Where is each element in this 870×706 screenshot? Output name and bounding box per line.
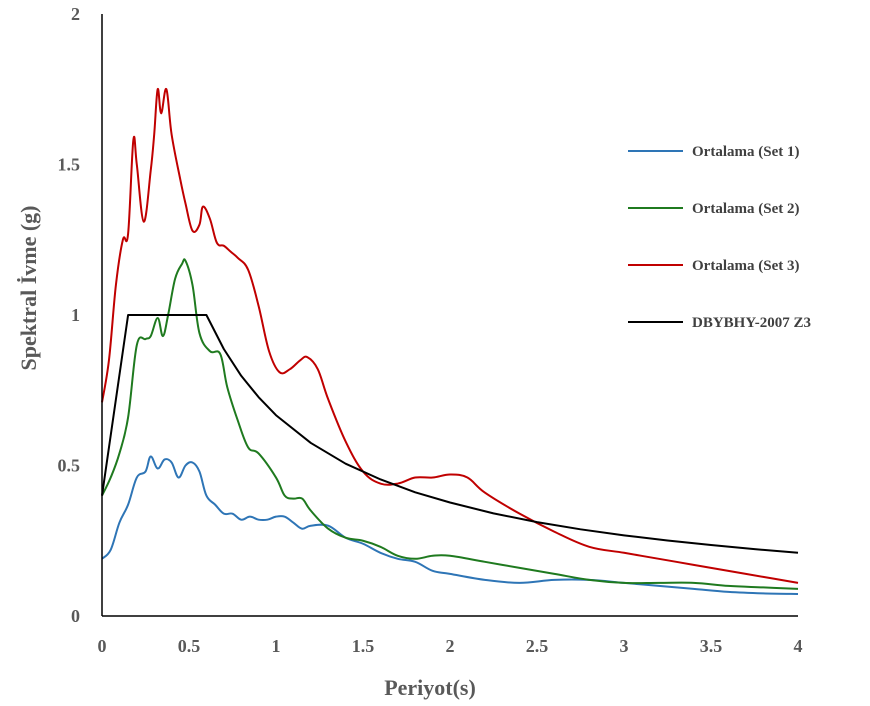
axes — [101, 14, 798, 617]
x-tick-label: 4 — [794, 636, 803, 656]
x-tick-label: 1.5 — [352, 636, 375, 656]
legend-label: DBYBHY-2007 Z3 — [692, 315, 811, 331]
legend-label: Ortalama (Set 3) — [692, 258, 799, 274]
y-tick-label: 1.5 — [58, 155, 81, 175]
series-line-1 — [101, 455, 799, 596]
series-line-4 — [101, 314, 799, 554]
plot-area — [101, 88, 799, 596]
series-line-2 — [101, 258, 799, 590]
y-tick-label: 1 — [71, 305, 80, 325]
x-tick-label: 0 — [98, 636, 107, 656]
tick-labels: 0 0.5 1 1.5 2 2.5 3 3.5 4 0 0.5 1 1.5 2 — [58, 4, 803, 656]
x-axis-title: Periyot(s) — [384, 675, 476, 700]
legend-item: Ortalama (Set 2) — [628, 201, 799, 217]
y-tick-label: 0 — [71, 606, 80, 626]
legend-label: Ortalama (Set 2) — [692, 201, 799, 217]
y-axis-title: Spektral İvme (g) — [16, 206, 41, 371]
x-tick-label: 2.5 — [526, 636, 549, 656]
x-tick-label: 1 — [272, 636, 281, 656]
legend-item: DBYBHY-2007 Z3 — [628, 315, 811, 331]
y-tick-label: 2 — [71, 4, 80, 24]
legend-item: Ortalama (Set 1) — [628, 144, 799, 160]
x-tick-label: 3 — [620, 636, 629, 656]
x-tick-label: 2 — [446, 636, 455, 656]
x-tick-label: 0.5 — [178, 636, 201, 656]
legend-label: Ortalama (Set 1) — [692, 144, 799, 160]
y-tick-label: 0.5 — [58, 456, 81, 476]
legend-item: Ortalama (Set 3) — [628, 258, 799, 274]
series-line-3 — [101, 88, 799, 584]
x-tick-label: 3.5 — [700, 636, 723, 656]
legend: Ortalama (Set 1) Ortalama (Set 2) Ortalama… — [628, 144, 811, 331]
